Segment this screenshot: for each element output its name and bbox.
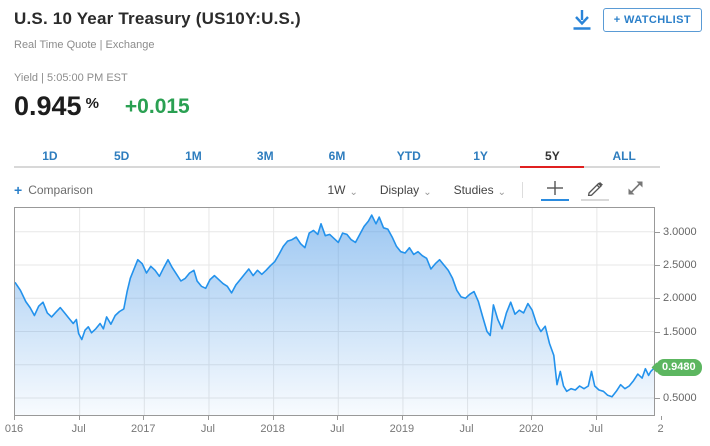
header-actions: + WATCHLIST [572, 8, 702, 32]
download-icon [572, 10, 592, 34]
comparison-label: Comparison [28, 183, 93, 197]
x-axis-tick [143, 416, 145, 420]
chart-toolbar: + Comparison 1W ⌄ Display ⌄ Studies ⌄ [14, 179, 655, 201]
y-axis-label: 3.0000 [663, 225, 697, 238]
last-price: 0.945 [14, 91, 82, 121]
tool-underline [621, 199, 649, 201]
y-axis-label: 0.5000 [663, 392, 697, 404]
comparison-button[interactable]: + Comparison [14, 182, 93, 198]
add-watchlist-button[interactable]: + WATCHLIST [602, 8, 702, 32]
quote-timestamp: Yield | 5:05:00 PM EST [14, 72, 128, 84]
y-axis-label: 1.5000 [663, 325, 697, 338]
y-axis-tick [655, 398, 660, 399]
download-button[interactable] [572, 9, 592, 31]
price-change: +0.015 [124, 95, 190, 118]
price-row: 0.945 % +0.015 [14, 91, 190, 122]
1w-dropdown[interactable]: 1W ⌄ [327, 183, 358, 198]
x-axis-label: 2017 [131, 423, 156, 435]
chevron-down-icon: ⌄ [423, 186, 432, 198]
y-axis-label: 2.0000 [663, 292, 697, 305]
range-tab-ytd[interactable]: YTD [396, 149, 421, 163]
x-axis-label: Jul [588, 423, 603, 435]
price-unit: % [85, 95, 99, 112]
page-title: U.S. 10 Year Treasury (US10Y:U.S.) [14, 9, 301, 28]
display-dropdown[interactable]: Display ⌄ [379, 183, 432, 198]
x-axis-label: Jul [459, 423, 474, 435]
chart-tools: 1W ⌄ Display ⌄ Studies ⌄ [305, 180, 655, 201]
range-tab-1y[interactable]: 1Y [473, 149, 488, 163]
range-tab-6m[interactable]: 6M [328, 149, 346, 163]
dropdown-label: Display [379, 183, 420, 197]
x-axis-tick [337, 416, 339, 420]
y-axis-tick [655, 265, 660, 266]
last-price-badge: 0.9480 [656, 359, 702, 377]
range-tab-1m[interactable]: 1M [185, 149, 202, 163]
x-axis-label: Jul [330, 423, 345, 435]
x-axis-label: Jul [71, 423, 86, 435]
range-tab-5y[interactable]: 5Y [516, 146, 588, 168]
studies-dropdown[interactable]: Studies ⌄ [453, 183, 506, 198]
dropdown-label: 1W [327, 183, 346, 197]
crosshair-tool-icon[interactable] [541, 180, 569, 201]
chart-plot-area[interactable] [14, 207, 655, 416]
range-tab-3m[interactable]: 3M [256, 149, 274, 163]
y-axis-tick [655, 331, 660, 333]
chevron-down-icon: ⌄ [349, 186, 358, 198]
x-axis-label: 2018 [260, 423, 285, 435]
y-axis-tick [655, 298, 660, 300]
plus-icon: + [14, 182, 23, 198]
range-tab-1d[interactable]: 1D [42, 149, 58, 163]
x-axis-tick [595, 416, 597, 420]
chart-section: 3.0000 2.5000 2.0000 1.5000 0.5000 016 Jul 2017… [0, 207, 710, 446]
x-axis-tick [660, 416, 662, 420]
draw-tool-icon[interactable] [581, 180, 609, 201]
x-axis-tick [401, 416, 403, 420]
tool-underline [581, 198, 609, 201]
x-axis-label: 2020 [518, 423, 544, 435]
x-axis-tick [531, 416, 533, 420]
range-tab-bar: 1D 5D 1M 3M 6M YTD 1Y 5Y ALL [14, 146, 660, 168]
x-axis-tick [272, 416, 274, 420]
x-axis-label: 2019 [389, 423, 415, 435]
y-axis-label: 2.5000 [663, 259, 697, 271]
toolbar-divider [522, 182, 523, 198]
yield-area-chart [14, 208, 655, 415]
area-fill [15, 215, 654, 415]
expand-tool-icon[interactable] [621, 180, 649, 201]
x-axis-label: Jul [200, 423, 215, 435]
tool-underline [541, 198, 569, 201]
price-line [14, 214, 655, 398]
quote-subtitle: Real Time Quote | Exchange [14, 39, 155, 51]
range-tab-all[interactable]: ALL [612, 149, 636, 163]
x-axis-tick [466, 416, 468, 420]
x-axis-label: 016 [4, 423, 24, 435]
y-axis-tick [655, 231, 660, 233]
x-axis-tick [14, 416, 15, 420]
x-axis-tick [207, 416, 209, 420]
range-tab-5d[interactable]: 5D [114, 149, 130, 163]
x-axis-tick [78, 416, 80, 420]
chevron-down-icon: ⌄ [497, 186, 506, 198]
x-axis-label: 2 [657, 423, 664, 435]
dropdown-label: Studies [453, 183, 494, 197]
